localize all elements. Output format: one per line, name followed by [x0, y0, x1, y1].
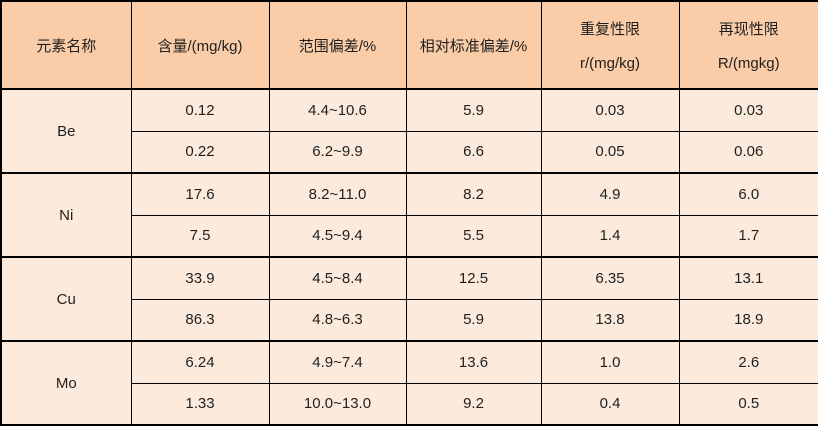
content-cell: 17.6	[131, 173, 269, 215]
repeatability-limit-title: 重复性限	[580, 18, 640, 39]
content-cell: 0.12	[131, 89, 269, 131]
table-header-row: 元素名称 含量/(mg/kg) 范围偏差/% 相对标准偏差/% 重复性限 r/(…	[1, 1, 818, 89]
table-row: Ni 17.6 8.2~11.0 8.2 4.9 6.0	[1, 173, 818, 215]
reproducibility-cell: 0.06	[679, 131, 818, 173]
rsd-cell: 8.2	[406, 173, 541, 215]
content-cell: 33.9	[131, 257, 269, 299]
reproducibility-cell: 0.03	[679, 89, 818, 131]
element-name-cell: Be	[1, 89, 131, 173]
repeatability-limit-lines: 重复性限 r/(mg/kg)	[542, 2, 679, 88]
reproducibility-limit-lines: 再现性限 R/(mgkg)	[680, 2, 818, 88]
repeatability-cell: 13.8	[541, 299, 679, 341]
repeatability-limit-unit: r/(mg/kg)	[580, 55, 640, 72]
table-row: Mo 6.24 4.9~7.4 13.6 1.0 2.6	[1, 341, 818, 383]
rsd-cell: 13.6	[406, 341, 541, 383]
content-cell: 86.3	[131, 299, 269, 341]
element-name-cell: Ni	[1, 173, 131, 257]
rsd-cell: 5.5	[406, 215, 541, 257]
element-name-cell: Mo	[1, 341, 131, 425]
repeatability-cell: 0.4	[541, 383, 679, 425]
range-deviation-cell: 4.4~10.6	[269, 89, 406, 131]
rsd-cell: 9.2	[406, 383, 541, 425]
rsd-cell: 6.6	[406, 131, 541, 173]
repeatability-cell: 0.05	[541, 131, 679, 173]
header-reproducibility-limit: 再现性限 R/(mgkg)	[679, 1, 818, 89]
reproducibility-limit-title: 再现性限	[719, 18, 779, 39]
repeatability-cell: 6.35	[541, 257, 679, 299]
reproducibility-cell: 1.7	[679, 215, 818, 257]
header-relative-standard-deviation: 相对标准偏差/%	[406, 1, 541, 89]
header-content: 含量/(mg/kg)	[131, 1, 269, 89]
content-cell: 1.33	[131, 383, 269, 425]
rsd-cell: 5.9	[406, 89, 541, 131]
repeatability-cell: 1.0	[541, 341, 679, 383]
range-deviation-cell: 10.0~13.0	[269, 383, 406, 425]
header-range-deviation: 范围偏差/%	[269, 1, 406, 89]
repeatability-cell: 0.03	[541, 89, 679, 131]
range-deviation-cell: 4.5~9.4	[269, 215, 406, 257]
rsd-cell: 5.9	[406, 299, 541, 341]
range-deviation-cell: 6.2~9.9	[269, 131, 406, 173]
range-deviation-cell: 8.2~11.0	[269, 173, 406, 215]
range-deviation-cell: 4.5~8.4	[269, 257, 406, 299]
reproducibility-limit-unit: R/(mgkg)	[718, 55, 780, 72]
range-deviation-cell: 4.8~6.3	[269, 299, 406, 341]
reproducibility-cell: 0.5	[679, 383, 818, 425]
range-deviation-cell: 4.9~7.4	[269, 341, 406, 383]
repeatability-cell: 4.9	[541, 173, 679, 215]
header-element-name: 元素名称	[1, 1, 131, 89]
table-body: Be 0.12 4.4~10.6 5.9 0.03 0.03 0.22 6.2~…	[1, 89, 818, 425]
element-name-cell: Cu	[1, 257, 131, 341]
reproducibility-cell: 13.1	[679, 257, 818, 299]
reproducibility-cell: 6.0	[679, 173, 818, 215]
table-row: Be 0.12 4.4~10.6 5.9 0.03 0.03	[1, 89, 818, 131]
reproducibility-cell: 2.6	[679, 341, 818, 383]
repeatability-cell: 1.4	[541, 215, 679, 257]
content-cell: 7.5	[131, 215, 269, 257]
header-repeatability-limit: 重复性限 r/(mg/kg)	[541, 1, 679, 89]
rsd-cell: 12.5	[406, 257, 541, 299]
reproducibility-cell: 18.9	[679, 299, 818, 341]
content-cell: 0.22	[131, 131, 269, 173]
table-row: Cu 33.9 4.5~8.4 12.5 6.35 13.1	[1, 257, 818, 299]
content-cell: 6.24	[131, 341, 269, 383]
